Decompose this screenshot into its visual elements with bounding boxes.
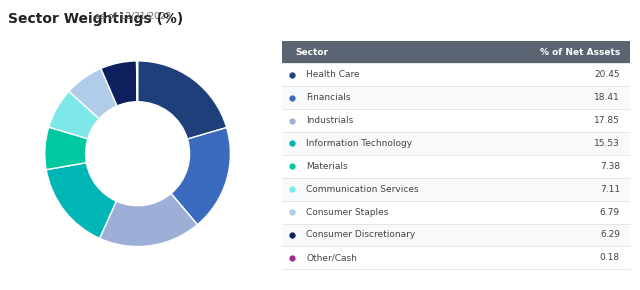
Text: 6.79: 6.79: [600, 208, 620, 217]
Wedge shape: [101, 61, 137, 106]
FancyBboxPatch shape: [282, 64, 630, 86]
Text: as of 12/31/2023: as of 12/31/2023: [95, 11, 171, 20]
Text: 17.85: 17.85: [594, 116, 620, 125]
FancyBboxPatch shape: [282, 178, 630, 201]
Text: Financials: Financials: [306, 93, 351, 102]
Wedge shape: [49, 91, 99, 139]
Text: 6.29: 6.29: [600, 231, 620, 240]
Text: Sector Weightings (%): Sector Weightings (%): [8, 12, 183, 26]
Wedge shape: [69, 68, 117, 119]
Wedge shape: [46, 163, 116, 238]
Wedge shape: [136, 61, 138, 102]
FancyBboxPatch shape: [282, 86, 630, 109]
Text: 18.41: 18.41: [594, 93, 620, 102]
Wedge shape: [138, 61, 227, 139]
Text: Industrials: Industrials: [306, 116, 353, 125]
FancyBboxPatch shape: [282, 41, 630, 64]
Text: Information Technology: Information Technology: [306, 139, 412, 148]
Text: Consumer Discretionary: Consumer Discretionary: [306, 231, 415, 240]
Wedge shape: [45, 127, 88, 170]
FancyBboxPatch shape: [282, 224, 630, 246]
Text: % of Net Assets: % of Net Assets: [540, 48, 620, 57]
Text: 7.38: 7.38: [600, 162, 620, 171]
Wedge shape: [100, 193, 197, 246]
FancyBboxPatch shape: [282, 246, 630, 269]
FancyBboxPatch shape: [282, 132, 630, 155]
Text: Consumer Staples: Consumer Staples: [306, 208, 388, 217]
Text: 15.53: 15.53: [594, 139, 620, 148]
Text: Communication Services: Communication Services: [306, 185, 419, 194]
Text: 0.18: 0.18: [600, 253, 620, 262]
FancyBboxPatch shape: [282, 201, 630, 224]
Wedge shape: [171, 128, 230, 225]
FancyBboxPatch shape: [282, 155, 630, 178]
Text: Sector: Sector: [296, 48, 328, 57]
Text: 20.45: 20.45: [595, 70, 620, 79]
Text: Health Care: Health Care: [306, 70, 360, 79]
FancyBboxPatch shape: [282, 109, 630, 132]
Text: 7.11: 7.11: [600, 185, 620, 194]
Text: Other/Cash: Other/Cash: [306, 253, 357, 262]
Text: Materials: Materials: [306, 162, 348, 171]
